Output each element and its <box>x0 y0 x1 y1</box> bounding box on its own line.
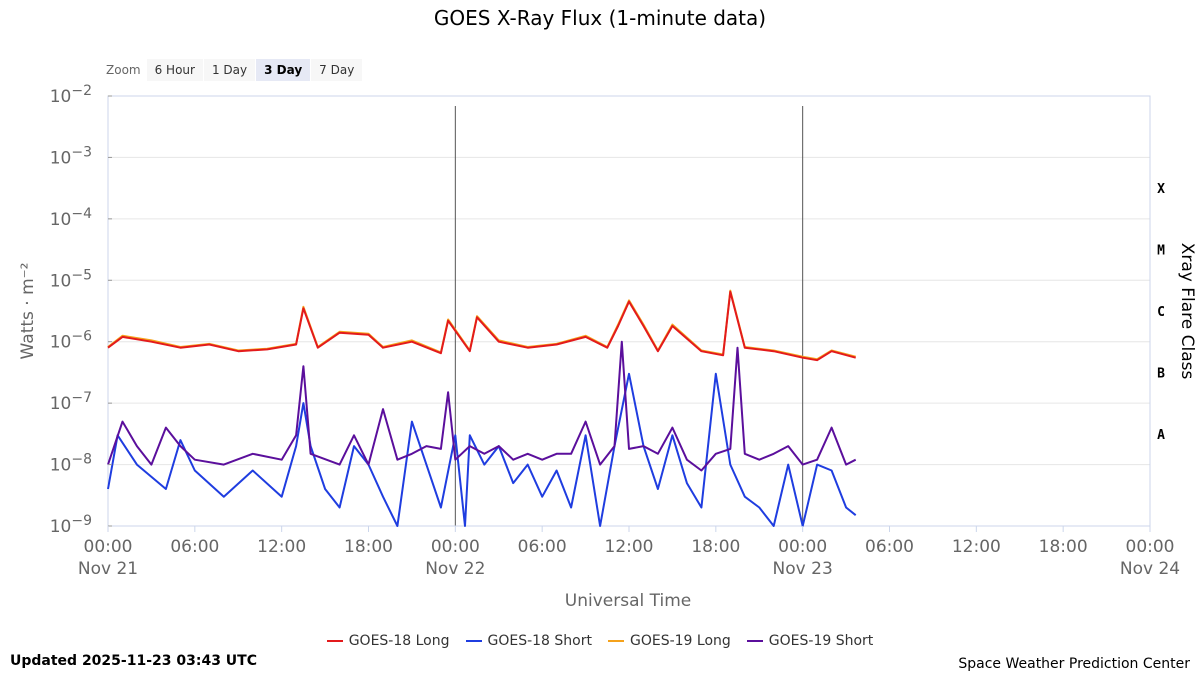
flare-class-labels: X M C B A <box>1157 182 1165 443</box>
y-tick-label: 10−7 <box>50 390 92 414</box>
x-tick-date: Nov 23 <box>773 559 833 579</box>
legend-swatch-goes19-long <box>608 640 624 642</box>
zoom-7-day-button[interactable]: 7 Day <box>311 59 363 81</box>
credit-text: Space Weather Prediction Center <box>958 656 1190 672</box>
series-line-goes-19-long[interactable] <box>107 289 856 361</box>
x-tick-time: 18:00 <box>1039 537 1088 557</box>
legend-swatch-goes19-short <box>746 640 763 642</box>
y-tick-label: 10−8 <box>50 452 92 476</box>
x-tick-time: 06:00 <box>518 537 567 557</box>
grid <box>108 95 1150 527</box>
flare-class-label: X <box>1157 182 1165 197</box>
zoom-bar: Zoom 6 Hour 1 Day 3 Day 7 Day <box>104 58 363 82</box>
flare-class-label: C <box>1157 305 1165 320</box>
zoom-1-day-button[interactable]: 1 Day <box>203 59 256 81</box>
plot-area <box>107 95 1151 527</box>
flare-class-label: B <box>1157 366 1165 381</box>
x-tick-time: 12:00 <box>257 537 306 557</box>
flare-class-label: A <box>1157 428 1165 443</box>
series-lines <box>107 289 857 527</box>
series-line-goes-18-long[interactable] <box>107 290 856 362</box>
xray-flux-chart[interactable]: 10−210−310−410−510−610−710−810−9 00:00No… <box>0 0 1200 630</box>
x-tick-time: 00:00 <box>431 537 480 557</box>
x-tick-time: 00:00 <box>1126 537 1175 557</box>
x-tick-time: 12:00 <box>605 537 654 557</box>
legend-swatch-goes18-short <box>465 640 482 642</box>
legend-swatch-goes18-long <box>326 640 343 642</box>
x-tick-time: 18:00 <box>691 537 740 557</box>
x-tick-date: Nov 24 <box>1120 559 1180 579</box>
chart-title: GOES X-Ray Flux (1-minute data) <box>433 6 767 30</box>
zoom-label: Zoom <box>106 63 141 77</box>
y-axis-ticks: 10−2 10−3 10−4 10−5 10−6 10−7 10−8 10−9 <box>50 83 112 537</box>
legend: GOES-18 Long GOES-18 Short GOES-19 Long … <box>0 633 1200 649</box>
x-tick-time: 06:00 <box>170 537 219 557</box>
series-line-goes-19-short[interactable] <box>107 340 857 472</box>
y-tick-label: 10−3 <box>50 144 92 168</box>
x-tick-time: 12:00 <box>952 537 1001 557</box>
x-tick-time: 00:00 <box>778 537 827 557</box>
legend-label: GOES-18 Short <box>487 633 593 649</box>
x-tick-time: 06:00 <box>865 537 914 557</box>
zoom-3-day-button[interactable]: 3 Day <box>256 59 311 81</box>
zoom-6-hour-button[interactable]: 6 Hour <box>146 59 203 81</box>
x-tick-date: Nov 21 <box>78 559 138 579</box>
updated-timestamp: Updated 2025-11-23 03:43 UTC <box>10 653 257 669</box>
day-markers <box>454 106 804 526</box>
y2-axis-label: Xray Flare Class <box>1177 243 1197 380</box>
x-tick-date: Nov 22 <box>425 559 485 579</box>
legend-label: GOES-19 Short <box>768 633 874 649</box>
x-tick-time: 00:00 <box>84 537 133 557</box>
legend-label: GOES-19 Long <box>630 633 731 649</box>
x-axis-label: Universal Time <box>565 591 691 611</box>
y-tick-label: 10−2 <box>50 83 92 107</box>
y-tick-label: 10−4 <box>50 206 92 230</box>
flare-class-label: M <box>1157 244 1165 259</box>
legend-label: GOES-18 Long <box>348 633 450 649</box>
legend-item-goes19-short[interactable]: GOES-19 Short <box>746 633 874 649</box>
x-tick-time: 18:00 <box>344 537 393 557</box>
legend-item-goes19-long[interactable]: GOES-19 Long <box>608 633 731 649</box>
y-tick-label: 10−6 <box>50 329 92 353</box>
legend-item-goes18-long[interactable]: GOES-18 Long <box>326 633 450 649</box>
legend-item-goes18-short[interactable]: GOES-18 Short <box>465 633 593 649</box>
y-tick-label: 10−5 <box>50 267 92 291</box>
y-axis-label: Watts · m⁻² <box>18 263 38 360</box>
y-tick-label: 10−9 <box>50 513 92 537</box>
